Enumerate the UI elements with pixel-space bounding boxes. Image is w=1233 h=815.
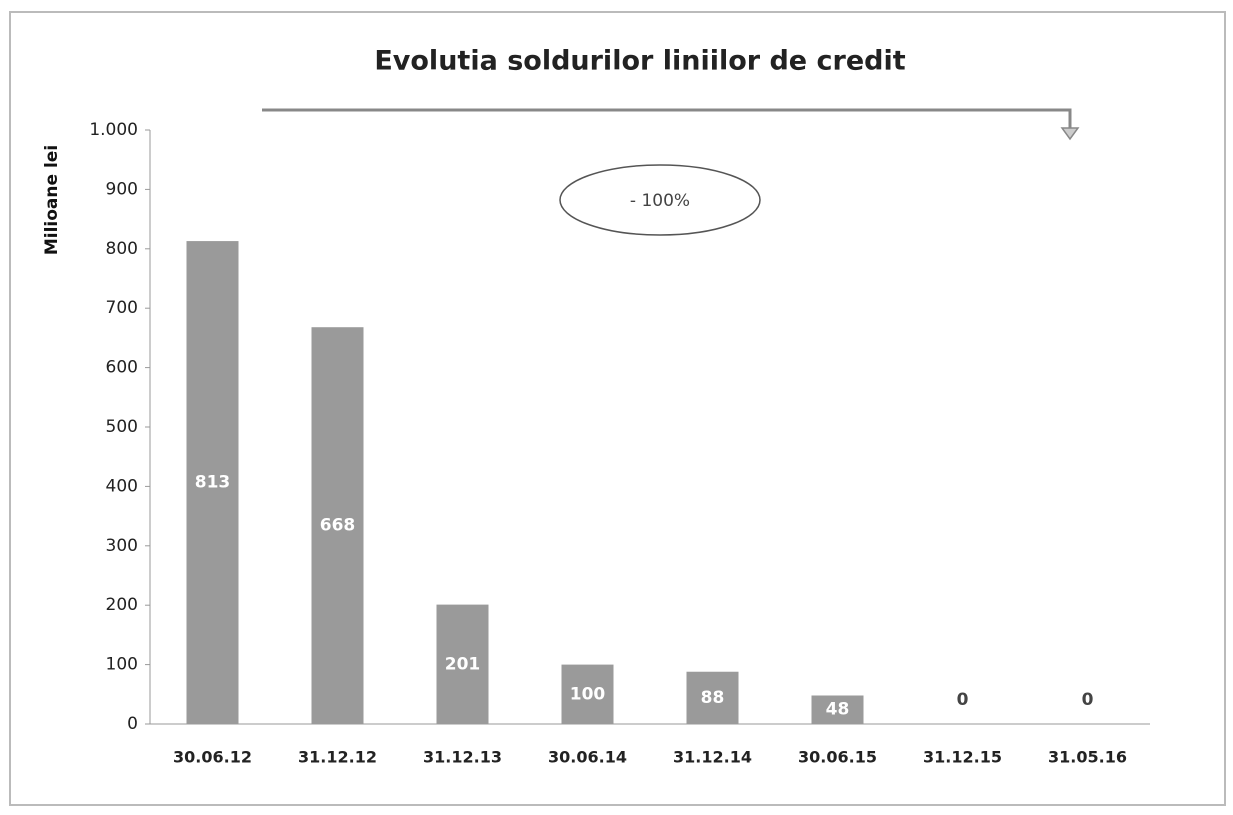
bar: [686, 671, 739, 724]
data-label: 201: [445, 654, 481, 674]
y-tick-label: 500: [106, 417, 138, 437]
y-tick-label: 1.000: [89, 120, 138, 140]
data-label: 100: [570, 684, 606, 704]
y-tick-label: 400: [106, 476, 138, 496]
bar: [561, 664, 614, 724]
bar: [436, 604, 489, 724]
data-label: 88: [701, 688, 725, 708]
x-tick-label: 30.06.12: [173, 748, 252, 767]
x-tick-label: 31.12.14: [673, 748, 752, 767]
y-tick-label: 700: [106, 298, 138, 318]
data-label: 0: [1082, 690, 1094, 710]
bar: [811, 695, 864, 724]
trend-arrow: [262, 108, 1080, 141]
y-tick-label: 300: [106, 536, 138, 556]
bar: [186, 241, 239, 724]
x-tick-label: 31.12.12: [298, 748, 377, 767]
y-tick-label: 0: [127, 714, 138, 734]
y-axis-label: Milioane lei: [42, 145, 62, 255]
x-tick-label: 31.12.15: [923, 748, 1002, 767]
arrow-line: [262, 108, 1072, 130]
y-tick-label: 100: [106, 655, 138, 675]
y-tick-label: 900: [106, 179, 138, 199]
y-tick-label: 600: [106, 358, 138, 378]
chart-title: Evolutia soldurilor liniilor de credit: [374, 46, 905, 77]
x-tick-label: 30.06.15: [798, 748, 877, 767]
data-label: 48: [826, 700, 850, 720]
data-label: 0: [957, 690, 969, 710]
annotation-ellipse: [559, 164, 761, 236]
data-label: 813: [195, 473, 231, 493]
y-tick-label: 800: [106, 239, 138, 259]
x-tick-label: 31.05.16: [1048, 748, 1127, 767]
data-label: 668: [320, 516, 356, 536]
x-tick-label: 30.06.14: [548, 748, 627, 767]
arrow-head: [1060, 127, 1080, 141]
bar: [311, 327, 364, 724]
x-tick-label: 31.12.13: [423, 748, 502, 767]
y-tick-label: 200: [106, 595, 138, 615]
annotation: - 100%: [630, 191, 690, 211]
